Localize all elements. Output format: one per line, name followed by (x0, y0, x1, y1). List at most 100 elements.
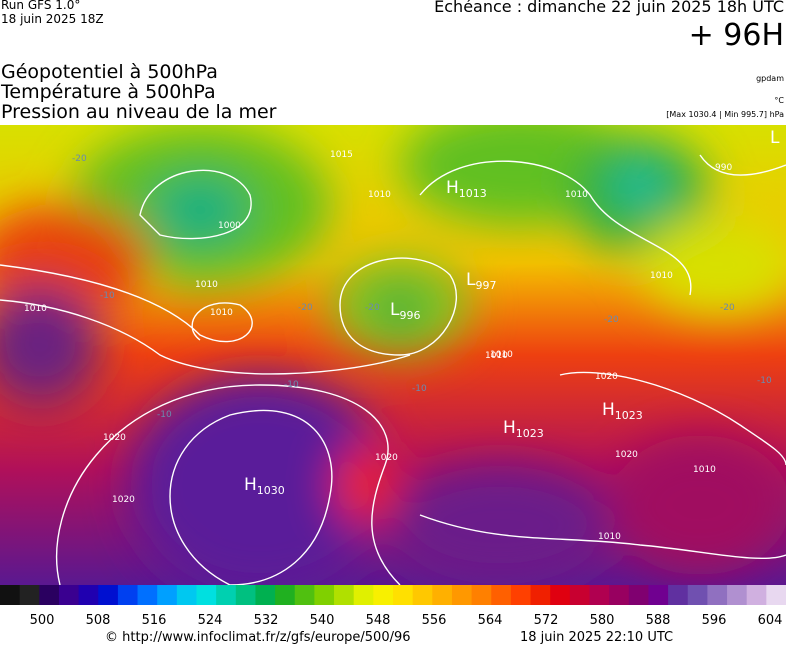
colorbar-swatch (668, 585, 689, 605)
colorbar-swatch (648, 585, 669, 605)
colorbar-swatch (373, 585, 394, 605)
isobar-label: 1010 (650, 271, 673, 281)
center-kind: L (390, 300, 400, 320)
colorbar-swatch (746, 585, 767, 605)
pressure-center: H1023 (602, 400, 643, 422)
colorbar-swatch (275, 585, 296, 605)
colorbar-swatch (235, 585, 256, 605)
colorbar-swatch (353, 585, 374, 605)
isotherm-label: -20 (72, 154, 87, 164)
colorbar-swatch (176, 585, 197, 605)
colorbar-label: 548 (366, 613, 391, 628)
colorbar-swatch (687, 585, 708, 605)
generated-time: 18 juin 2025 22:10 UTC (520, 630, 674, 645)
center-value: 1030 (257, 484, 285, 497)
isobar-label: 1020 (103, 433, 126, 443)
unit: [Max 1030.4 | Min 995.7] hPa (666, 110, 784, 119)
center-value: 1023 (516, 427, 544, 440)
colorbar-swatch (117, 585, 139, 605)
pressure-center: L (770, 128, 780, 148)
run: Run GFS 1.0° (1, 0, 81, 12)
center-value: 996 (399, 309, 420, 322)
isotherm-label: -20 (365, 303, 380, 313)
colorbar-label: 556 (422, 613, 447, 628)
colorbar-swatch (334, 585, 355, 605)
isotherm-label: -10 (284, 380, 299, 390)
colorbar-swatch (589, 585, 610, 605)
isotherm-label: -10 (757, 376, 772, 386)
unit: gpdam (756, 74, 784, 83)
isobar-label: 1010 (24, 304, 47, 314)
unit: °C (774, 96, 784, 105)
colorbar-swatch (451, 585, 473, 605)
center-kind: H (446, 178, 459, 198)
colorbar-swatch (628, 585, 649, 605)
isotherm-label: -20 (720, 303, 735, 313)
title: Pression au niveau de la mer (1, 101, 277, 123)
colorbar-swatch (727, 585, 748, 605)
isotherm-label: -10 (412, 384, 427, 394)
colorbar-swatch (471, 585, 492, 605)
isobar-label: 1010 (195, 280, 218, 290)
map: H1013H1030L996L997H1023H1023L10151000101… (0, 125, 786, 585)
isobar-label: 1000 (218, 221, 241, 231)
colorbar-swatch (432, 585, 453, 605)
isobar-label: 1020 (615, 450, 638, 460)
isotherm-label: -10 (100, 291, 115, 301)
colorbar-swatch (58, 585, 80, 605)
center-kind: L (770, 128, 780, 148)
colorbar-label: 596 (702, 613, 727, 628)
colorbar-swatch (550, 585, 571, 605)
colorbar-label: 540 (310, 613, 335, 628)
center-kind: L (466, 270, 476, 290)
isotherm-label: -20 (604, 315, 619, 325)
forecast: Echéance : dimanche 22 juin 2025 18h UTC (434, 0, 784, 16)
colorbar-label: 588 (646, 613, 671, 628)
isobar-label: 1015 (330, 150, 353, 160)
colorbar-swatch (19, 585, 40, 605)
isobar-label: 990 (715, 163, 732, 173)
isobar-label: 1010 (693, 465, 716, 475)
colorbar-swatch (137, 585, 158, 605)
isobar-label: 1020 (112, 495, 135, 505)
colorbar-swatch (609, 585, 630, 605)
isobar-label: 1010 (598, 532, 621, 542)
center-value: 1023 (615, 409, 643, 422)
colorbar-label: 508 (86, 613, 111, 628)
title: Température à 500hPa (1, 81, 216, 103)
isobar-label: 1020 (595, 372, 618, 382)
colorbar-label: 500 (30, 613, 55, 628)
colorbar-swatch (766, 585, 786, 605)
pressure-center: L997 (466, 270, 496, 292)
colorbar-label: 564 (478, 613, 503, 628)
colorbar-swatch (39, 585, 60, 605)
run-time: 18 juin 2025 18Z (1, 12, 104, 26)
isobar-label: 1010 (368, 190, 391, 200)
colorbar-swatch (491, 585, 512, 605)
colorbar-label: 532 (254, 613, 279, 628)
isotherm-label: -20 (298, 303, 313, 313)
colorbar-label: 516 (142, 613, 167, 628)
colorbar: 500 508 516 524 532 540 548 556 564 572 580 588 596 6… (0, 585, 786, 628)
colorbar-swatch (255, 585, 276, 605)
title: Géopotentiel à 500hPa (1, 61, 218, 83)
colorbar-label: 524 (198, 613, 223, 628)
colorbar-swatch (314, 585, 335, 605)
center-kind: H (244, 475, 257, 495)
center-kind: H (503, 418, 516, 438)
colorbar-label: 580 (590, 613, 615, 628)
colorbar-swatch (510, 585, 532, 605)
center-value: 997 (475, 279, 496, 292)
pressure-center: H1030 (244, 475, 285, 497)
isobar-label: 1010 (210, 308, 233, 318)
colorbar-swatch (569, 585, 590, 605)
isobar-label: 1020 (375, 453, 398, 463)
isobar-label: 1010 (490, 350, 513, 360)
colorbar-swatch (707, 585, 728, 605)
isotherm-label: -10 (157, 410, 172, 420)
center-value: 1013 (459, 187, 487, 200)
colorbar-swatch (530, 585, 551, 605)
colorbar-swatch (78, 585, 99, 605)
isobar-label: 1010 (565, 190, 588, 200)
